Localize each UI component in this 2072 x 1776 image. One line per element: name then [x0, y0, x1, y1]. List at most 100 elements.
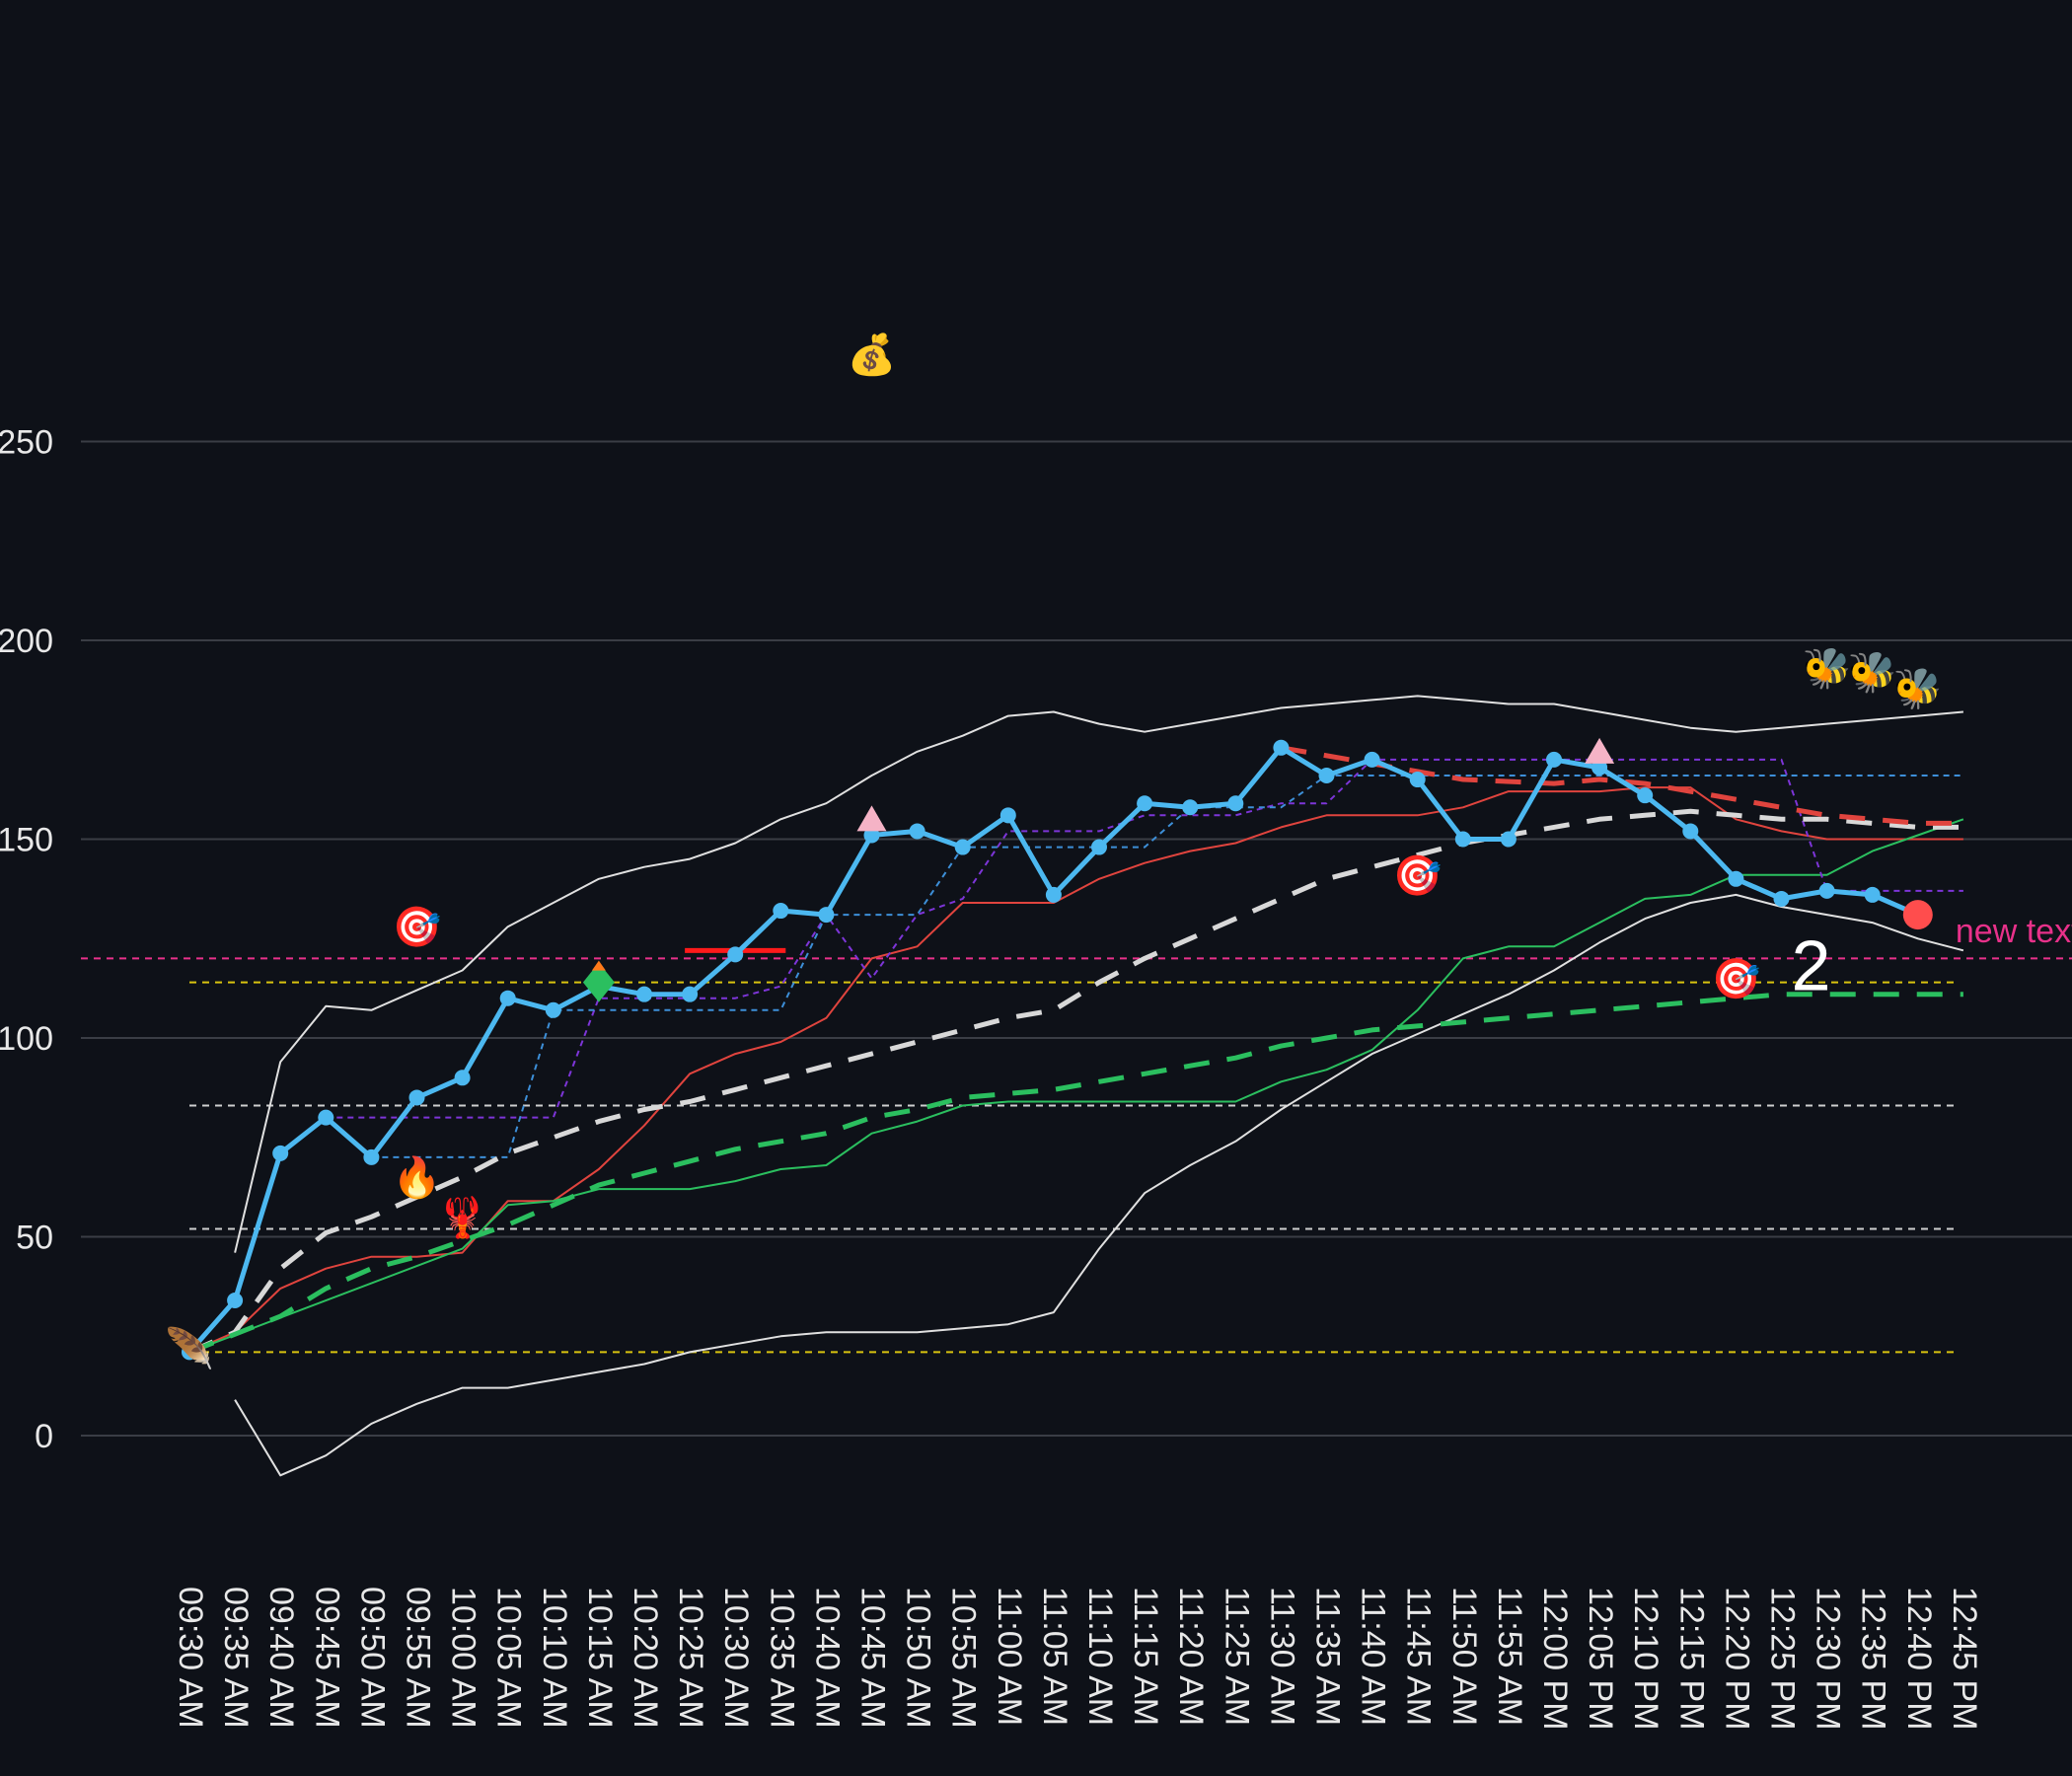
x-tick-label: 10:30 AM	[717, 1587, 755, 1729]
x-tick-label: 11:50 AM	[1445, 1587, 1483, 1726]
series-line-green_trend	[188, 992, 1963, 1355]
diamond-cap	[591, 960, 606, 971]
x-tick-label: 09:55 AM	[400, 1587, 437, 1729]
series-line-red_trend	[1280, 745, 1963, 826]
annotation-text: new text	[1956, 913, 2072, 950]
x-tick-label: 11:20 AM	[1172, 1587, 1210, 1726]
dart-target-icon: 🎯	[1393, 853, 1443, 899]
data-point	[1637, 787, 1654, 804]
data-point	[1364, 751, 1380, 768]
x-tick-label: 12:00 PM	[1536, 1587, 1574, 1731]
data-point	[1182, 799, 1199, 816]
series-line-blue_step	[371, 775, 1963, 1158]
data-point	[182, 1344, 197, 1361]
data-point	[363, 1148, 380, 1165]
x-tick-label: 12:10 PM	[1627, 1587, 1665, 1731]
x-tick-label: 10:45 AM	[854, 1587, 892, 1729]
x-tick-label: 12:20 PM	[1718, 1587, 1755, 1731]
data-point	[1546, 751, 1562, 768]
x-tick-label: 12:35 PM	[1855, 1587, 1892, 1731]
data-point	[1409, 772, 1426, 788]
y-tick-label: 200	[0, 623, 53, 660]
markers: 💰🎯🎯🎯🔥🦞🪶🐝🐝🐝	[165, 332, 1943, 1371]
x-tick-label: 10:40 AM	[808, 1587, 846, 1729]
bee-icon: 🐝	[1848, 650, 1897, 696]
data-point	[1500, 831, 1517, 848]
data-point	[636, 986, 652, 1002]
series-lines	[182, 695, 1964, 1477]
x-tick-label: 10:35 AM	[763, 1587, 800, 1729]
x-tick-label: 10:50 AM	[900, 1587, 937, 1729]
x-tick-label: 12:15 PM	[1672, 1587, 1710, 1731]
x-tick-label: 12:05 PM	[1582, 1587, 1619, 1731]
x-tick-label: 11:00 AM	[991, 1587, 1028, 1726]
x-tick-label: 10:10 AM	[536, 1587, 573, 1729]
triangle-marker	[1585, 737, 1615, 764]
data-point	[499, 990, 516, 1006]
circle-marker	[1902, 900, 1933, 930]
x-tick-label: 10:20 AM	[627, 1587, 664, 1729]
data-point	[1864, 886, 1881, 903]
annotation-number: 2	[1792, 926, 1831, 1005]
data-point	[999, 807, 1016, 824]
y-axis: 0 50 100 150 200 250	[0, 424, 53, 1456]
data-point	[227, 1292, 244, 1308]
x-tick-label: 10:25 AM	[672, 1587, 709, 1729]
dart-target-icon: 🎯	[1711, 957, 1760, 1002]
grid	[81, 440, 2072, 1437]
data-point	[1227, 795, 1244, 812]
x-tick-label: 11:10 AM	[1081, 1587, 1119, 1726]
x-tick-label: 09:50 AM	[353, 1587, 391, 1729]
data-point	[1045, 886, 1062, 903]
x-tick-label: 11:40 AM	[1355, 1587, 1392, 1726]
x-tick-label: 09:30 AM	[172, 1587, 209, 1729]
data-point	[1091, 839, 1107, 855]
data-point	[1773, 890, 1790, 907]
x-tick-label: 11:05 AM	[1036, 1587, 1073, 1726]
data-point	[545, 1001, 561, 1018]
series-line-white_trend	[187, 808, 1963, 1355]
bee-icon: 🐝	[1893, 666, 1943, 711]
data-point	[954, 839, 971, 855]
data-point	[773, 903, 789, 920]
fire-icon: 🔥	[393, 1154, 442, 1201]
x-tick-label: 11:45 AM	[1400, 1587, 1438, 1726]
data-point	[818, 907, 835, 924]
x-tick-label: 11:30 AM	[1263, 1587, 1300, 1726]
x-tick-label: 12:40 PM	[1900, 1587, 1938, 1731]
series-line-bb_lower	[234, 893, 1964, 1477]
x-axis: 09:30 AM 09:35 AM 09:40 AM 09:45 AM 09:50 AM…	[172, 1587, 1983, 1731]
y-tick-label: 150	[0, 822, 53, 859]
data-point	[909, 823, 925, 840]
dart-target-icon: 🎯	[393, 905, 442, 950]
data-point	[1591, 759, 1608, 776]
data-point	[1728, 870, 1744, 887]
data-point	[863, 827, 880, 844]
x-tick-label: 11:55 AM	[1491, 1587, 1528, 1726]
series-line-green_thin	[188, 818, 1964, 1354]
data-point	[318, 1109, 334, 1126]
lobster-icon: 🦞	[438, 1194, 487, 1240]
feather-icon: 🪶	[165, 1324, 214, 1371]
data-point	[1454, 831, 1471, 848]
data-point	[454, 1070, 471, 1086]
money-bag-icon: 💰	[848, 332, 897, 378]
data-point	[1137, 795, 1153, 812]
bee-icon: 🐝	[1803, 646, 1852, 692]
diamond-marker	[582, 962, 615, 1002]
y-tick-label: 250	[0, 424, 53, 462]
y-tick-label: 0	[35, 1418, 53, 1455]
y-tick-label: 100	[0, 1020, 53, 1058]
data-point	[272, 1145, 289, 1161]
x-tick-label: 10:55 AM	[945, 1587, 983, 1729]
x-tick-label: 09:45 AM	[308, 1587, 345, 1729]
data-point	[1682, 823, 1699, 840]
data-point	[682, 986, 699, 1002]
x-tick-label: 12:25 PM	[1764, 1587, 1802, 1731]
triangle-marker	[856, 805, 887, 832]
annotations: new text 2	[1792, 913, 2072, 1005]
data-point	[727, 946, 744, 963]
x-tick-label: 09:35 AM	[217, 1587, 255, 1729]
x-tick-label: 11:15 AM	[1127, 1587, 1164, 1726]
